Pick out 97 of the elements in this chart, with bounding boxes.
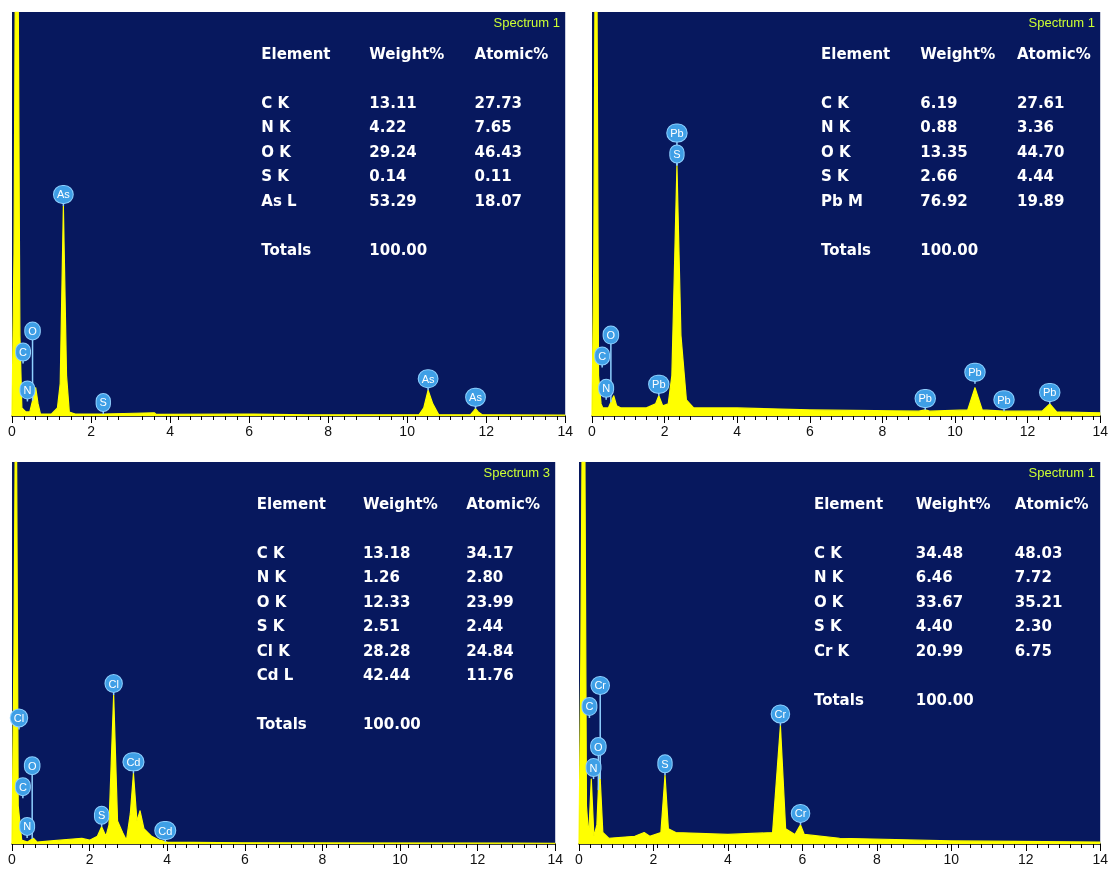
text: Cr K 20.99 6.75 [813,641,1052,660]
x-tick-label: 10 [392,851,409,867]
text: C K 13.18 34.17 [256,543,514,562]
annotation: N [23,383,32,396]
text: N K 0.88 3.36 [821,118,1055,136]
x-tick-label: 4 [733,423,742,439]
x-tick-label: 8 [324,423,333,439]
annotation: C [585,700,594,713]
text: Element Weight% Atomic% [821,44,1091,63]
x-tick-label: 10 [399,423,416,439]
annotation: O [27,759,37,772]
text: S K 0.14 0.11 [261,167,512,185]
x-tick-label: 12 [469,851,486,867]
annotation: N [602,382,611,395]
text: Element Weight% Atomic% [813,494,1089,513]
annotation: Pb [968,366,982,379]
chart-title: Spectrum 3 [483,465,551,480]
x-tick-label: 10 [943,851,960,867]
chart-title: Spectrum 1 [1028,15,1096,30]
annotation: Cr [794,807,807,820]
x-tick-label: 12 [478,423,495,439]
chart-title: Spectrum 1 [1028,465,1096,480]
annotation: C [598,350,607,363]
annotation: S [99,396,107,409]
x-tick-label: 2 [87,423,96,439]
annotation: Pb [670,127,684,140]
x-tick-label: 0 [8,851,17,867]
text: Element Weight% Atomic% [261,44,549,63]
x-tick-label: 6 [240,851,249,867]
text: C K 6.19 27.61 [821,93,1065,112]
text: S K 2.51 2.44 [256,617,504,635]
x-tick-label: 2 [649,851,658,867]
annotation: Pb [997,393,1011,406]
text: C K 34.48 48.03 [813,543,1063,562]
x-tick-label: 4 [724,851,733,867]
annotation: S [661,757,669,770]
annotation: Cd [126,755,141,768]
text: O K 12.33 23.99 [256,592,514,611]
text: Totals 100.00 [813,690,974,709]
chart-title: Spectrum 1 [493,15,561,30]
text: S K 2.66 4.44 [821,167,1055,185]
x-tick-label: 14 [557,423,574,439]
annotation: C [19,345,28,358]
x-tick-label: 14 [547,851,564,867]
x-tick-label: 4 [166,423,175,439]
annotation: O [606,329,616,342]
annotation: Cl [108,677,119,690]
annotation: As [56,188,71,201]
annotation: Cr [774,708,787,721]
text: S K 4.40 2.30 [813,617,1052,635]
x-tick-label: 8 [318,851,327,867]
x-tick-label: 12 [1019,423,1036,439]
annotation: C [18,780,27,793]
text: Pb M 76.92 19.89 [821,191,1065,210]
x-tick-label: 0 [588,423,597,439]
annotation: Cd [158,824,173,837]
x-tick-label: 2 [85,851,94,867]
text: O K 29.24 46.43 [261,142,523,161]
text: N K 6.46 7.72 [813,568,1052,586]
text: As L 53.29 18.07 [261,191,523,210]
annotation: As [469,391,483,404]
text: Cl K 28.28 24.84 [256,641,514,660]
x-tick-label: 14 [1092,423,1109,439]
x-tick-label: 10 [947,423,964,439]
x-tick-label: 8 [878,423,887,439]
x-tick-label: 0 [575,851,584,867]
x-tick-label: 4 [163,851,172,867]
text: Element Weight% Atomic% [256,494,541,513]
x-tick-label: 0 [8,423,17,439]
annotation: Pb [652,378,666,391]
annotation: Cl [13,711,25,724]
x-tick-label: 14 [1092,851,1109,867]
text: N K 1.26 2.80 [256,568,504,586]
text: Totals 100.00 [821,240,979,259]
annotation: S [673,148,681,161]
text: Totals 100.00 [261,240,428,259]
text: O K 33.67 35.21 [813,592,1063,611]
x-tick-label: 6 [245,423,254,439]
x-tick-label: 8 [872,851,881,867]
annotation: As [421,372,436,385]
annotation: Pb [918,392,932,405]
x-tick-label: 6 [798,851,807,867]
text: Cd L 42.44 11.76 [256,666,514,684]
annotation: N [589,761,598,774]
annotation: S [97,809,106,822]
text: C K 13.11 27.73 [261,93,523,112]
x-tick-label: 12 [1017,851,1034,867]
annotation: N [23,820,32,833]
annotation: O [594,740,604,753]
x-tick-label: 2 [660,423,669,439]
text: Totals 100.00 [256,715,421,733]
text: O K 13.35 44.70 [821,142,1065,161]
annotation: Cr [594,679,607,692]
annotation: O [28,324,38,337]
annotation: Pb [1043,386,1057,399]
x-tick-label: 6 [805,423,814,439]
text: N K 4.22 7.65 [261,118,512,136]
